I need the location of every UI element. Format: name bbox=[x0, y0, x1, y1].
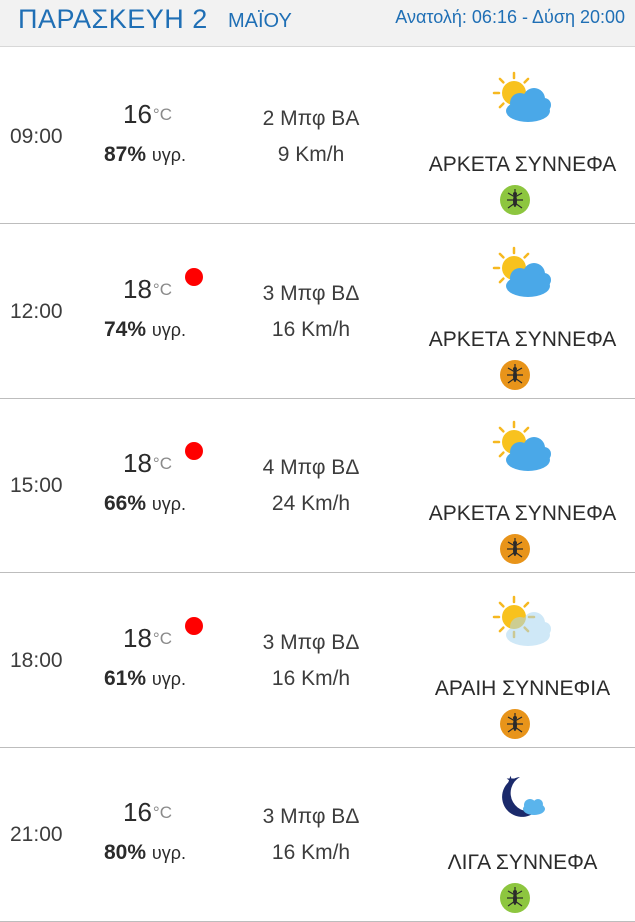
forecast-row: 09:00 16°C 87% υγρ. 2 Μπφ ΒΑ 9 Km/h ΑΡΚΕΤΑ ΣΥ… bbox=[0, 49, 635, 224]
temperature-unit: °C bbox=[152, 105, 172, 124]
weather-description: ΛΙΓΑ ΣΥΝΝΕΦΑ bbox=[447, 851, 598, 874]
humidity-value: 66% bbox=[104, 492, 147, 515]
humidity: 80% υγρ. bbox=[104, 841, 186, 865]
humidity: 66% υγρ. bbox=[104, 492, 186, 516]
forecast-row: 18:00 18°C 61% υγρ. 3 Μπφ ΒΔ 16 Km/h ΑΡΑΙΗ ΣΥ… bbox=[0, 573, 635, 748]
mosquito-icon bbox=[500, 185, 530, 215]
partly-cloudy-icon bbox=[490, 420, 554, 476]
humidity-value: 74% bbox=[104, 317, 147, 341]
humidity-value: 61% bbox=[104, 666, 147, 690]
night-cloudy-icon: ★ bbox=[490, 769, 554, 825]
weather-description: ΑΡΑΙΗ ΣΥΝΝΕΦΙΑ bbox=[434, 676, 611, 700]
time-label: 21:00 bbox=[10, 823, 63, 846]
wind-force: 3 Μπφ ΒΔ bbox=[262, 805, 360, 828]
svg-text:★: ★ bbox=[506, 775, 515, 786]
humidity-value: 87% bbox=[104, 143, 147, 166]
temperature-value: 18 bbox=[123, 273, 152, 304]
day-header: ΠΑΡΑΣΚΕΥΗ 2 ΜΑΪΟΥ Ανατολή: 06:16 - Δύση … bbox=[0, 0, 635, 47]
temperature-unit: °C bbox=[152, 803, 172, 822]
weather-description: ΑΡΚΕΤΑ ΣΥΝΝΕΦΑ bbox=[428, 153, 617, 176]
alert-dot bbox=[185, 267, 203, 286]
month-label: ΜΑΪΟΥ bbox=[228, 10, 292, 32]
wind-speed: 16 Km/h bbox=[271, 666, 351, 690]
time-label: 15:00 bbox=[10, 474, 63, 497]
humidity-label: υγρ. bbox=[151, 668, 186, 689]
mosquito-icon bbox=[500, 883, 530, 913]
sunrise-sunset: Ανατολή: 06:16 - Δύση 20:00 bbox=[395, 7, 625, 27]
temperature: 16°C bbox=[123, 797, 172, 828]
alert-dot bbox=[185, 442, 203, 460]
temperature-unit: °C bbox=[152, 454, 172, 473]
forecast-row: 12:00 18°C 74% υγρ. 3 Μπφ ΒΔ 16 Km/h ΑΡΚΕΤΑ Σ… bbox=[0, 224, 635, 399]
wind-force: 3 Μπφ ΒΔ bbox=[262, 281, 360, 305]
temperature-value: 18 bbox=[123, 448, 152, 478]
temperature-unit: °C bbox=[152, 628, 172, 648]
temperature-unit: °C bbox=[152, 279, 172, 299]
temperature: 18°C bbox=[123, 274, 172, 305]
partly-cloudy-icon bbox=[490, 246, 554, 302]
wind-force: 4 Μπφ ΒΔ bbox=[262, 456, 360, 479]
humidity: 87% υγρ. bbox=[104, 143, 186, 167]
forecast-row: 15:00 18°C 66% υγρ. 4 Μπφ ΒΔ 24 Km/h ΑΡΚΕΤΑ Σ… bbox=[0, 398, 635, 573]
wind-force: 3 Μπφ ΒΔ bbox=[262, 630, 360, 654]
alert-dot bbox=[185, 616, 203, 635]
temperature-value: 18 bbox=[123, 622, 152, 653]
humidity: 61% υγρ. bbox=[104, 667, 186, 691]
temperature: 18°C bbox=[123, 623, 172, 654]
humidity-value: 80% bbox=[104, 841, 147, 864]
partly-cloudy-icon bbox=[490, 71, 554, 127]
few-clouds-icon bbox=[490, 595, 554, 651]
temperature: 18°C bbox=[123, 448, 172, 479]
mosquito-icon bbox=[500, 708, 530, 739]
wind-speed: 24 Km/h bbox=[271, 492, 351, 515]
time-label: 18:00 bbox=[10, 648, 63, 672]
humidity: 74% υγρ. bbox=[104, 318, 186, 342]
day-title: ΠΑΡΑΣΚΕΥΗ 2 bbox=[18, 4, 208, 34]
weather-description: ΑΡΚΕΤΑ ΣΥΝΝΕΦΑ bbox=[428, 327, 617, 351]
humidity-label: υγρ. bbox=[151, 319, 186, 340]
wind-force: 2 Μπφ ΒΑ bbox=[262, 107, 360, 130]
humidity-label: υγρ. bbox=[151, 145, 186, 165]
wind-speed: 9 Km/h bbox=[277, 143, 345, 166]
mosquito-icon bbox=[500, 534, 530, 564]
wind-speed: 16 Km/h bbox=[271, 841, 351, 864]
forecast-row: 21:00 16°C 80% υγρ. 3 Μπφ ΒΔ 16 Km/h ★ ΛΙΓΑ ΣΥ… bbox=[0, 747, 635, 922]
mosquito-icon bbox=[500, 359, 530, 390]
time-label: 12:00 bbox=[10, 299, 63, 323]
time-label: 09:00 bbox=[10, 125, 63, 148]
temperature: 16°C bbox=[123, 99, 172, 130]
humidity-label: υγρ. bbox=[151, 494, 186, 514]
weather-description: ΑΡΚΕΤΑ ΣΥΝΝΕΦΑ bbox=[428, 502, 617, 525]
wind-speed: 16 Km/h bbox=[271, 317, 351, 341]
humidity-label: υγρ. bbox=[151, 843, 186, 863]
temperature-value: 16 bbox=[123, 797, 152, 827]
temperature-value: 16 bbox=[123, 99, 152, 129]
